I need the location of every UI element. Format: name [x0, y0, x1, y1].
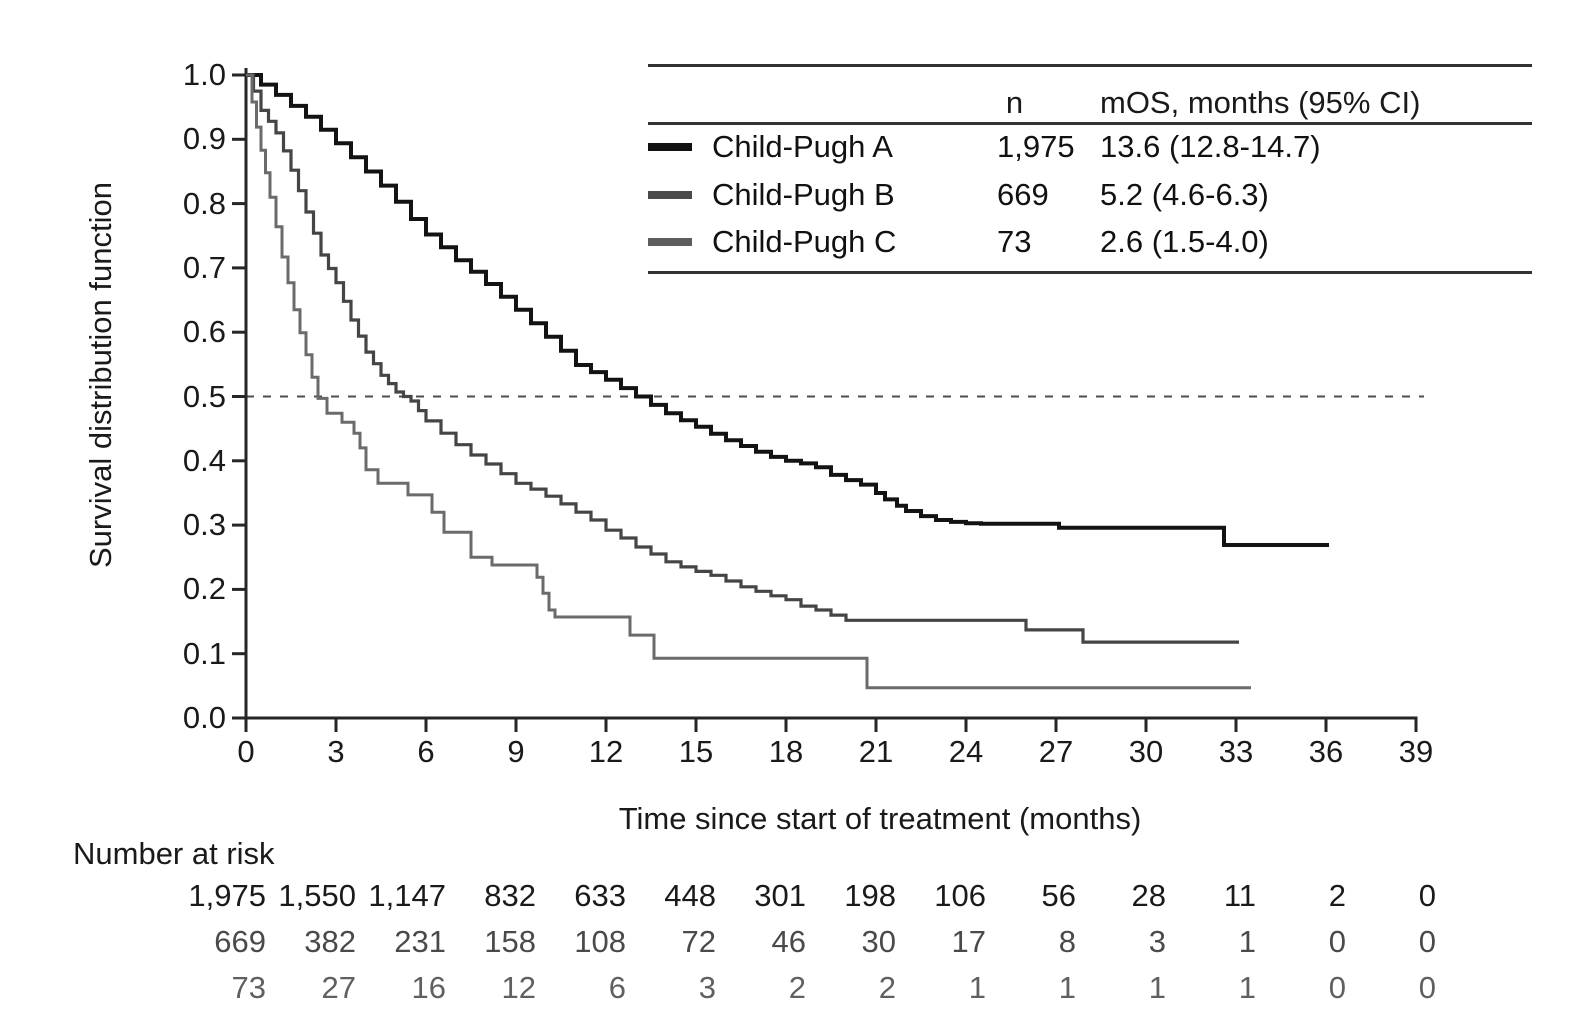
- risk-cell: 11: [1223, 878, 1256, 913]
- risk-cell: 1: [1148, 970, 1166, 1005]
- survival-curve-b: [246, 73, 1239, 644]
- x-tick-label: 24: [948, 734, 984, 769]
- risk-cell: 6: [608, 970, 626, 1005]
- legend-rule-header: [648, 122, 1532, 125]
- risk-cell: 2: [788, 970, 806, 1005]
- risk-cell: 17: [951, 924, 986, 959]
- legend-rule-top: [648, 64, 1532, 67]
- x-tick-label: 27: [1038, 734, 1074, 769]
- legend-label: Child-Pugh C: [712, 224, 897, 259]
- risk-cell: 73: [231, 970, 266, 1005]
- risk-cell: 2: [1328, 878, 1346, 913]
- y-tick-label: 0.7: [182, 249, 226, 285]
- risk-cell: 12: [501, 970, 536, 1005]
- y-tick-label: 0.8: [182, 185, 226, 221]
- risk-cell: 198: [844, 878, 896, 913]
- risk-cell: 1: [968, 970, 986, 1005]
- survival-curve-c: [246, 73, 1251, 690]
- x-tick-label: 6: [417, 734, 435, 769]
- risk-cell: 1,550: [278, 878, 356, 913]
- legend-swatch-a: [648, 143, 692, 151]
- legend-label: Child-Pugh A: [712, 129, 893, 164]
- risk-cell: 832: [484, 878, 536, 913]
- legend-rule-bottom: [648, 271, 1532, 274]
- legend-mos-value: 5.2 (4.6-6.3): [1100, 176, 1269, 212]
- risk-cell: 669: [214, 924, 266, 959]
- risk-cell: 0: [1418, 970, 1436, 1005]
- risk-cell: 448: [664, 878, 716, 913]
- legend-mos-value: 13.6 (12.8-14.7): [1100, 129, 1321, 164]
- risk-cell: 28: [1131, 878, 1166, 913]
- risk-cell: 158: [484, 924, 536, 959]
- x-tick-label: 21: [858, 734, 894, 769]
- risk-cell: 27: [321, 970, 356, 1005]
- risk-cell: 1,975: [188, 878, 266, 913]
- legend-swatch-c: [648, 238, 692, 246]
- risk-cell: 3: [698, 970, 716, 1005]
- risk-cell: 1,147: [368, 878, 446, 913]
- risk-cell: 0: [1418, 924, 1436, 959]
- legend-header-n: n: [1005, 85, 1024, 120]
- risk-cell: 2: [878, 970, 896, 1005]
- y-tick-label: 0.6: [182, 314, 226, 350]
- legend-label: Child-Pugh B: [712, 176, 895, 212]
- risk-cell: 72: [681, 924, 716, 959]
- x-tick-label: 33: [1218, 734, 1254, 769]
- risk-cell: 301: [754, 878, 806, 913]
- x-tick-label: 0: [237, 734, 255, 769]
- risk-cell: 633: [574, 878, 626, 913]
- x-tick-label: 9: [507, 734, 525, 769]
- x-axis-title: Time since start of treatment (months): [618, 801, 1142, 836]
- number-at-risk-title: Number at risk: [73, 836, 275, 871]
- y-tick-label: 0.1: [182, 635, 226, 671]
- risk-cell: 106: [934, 878, 986, 913]
- risk-cell: 1: [1058, 970, 1076, 1005]
- legend-n-value: 669: [997, 176, 1049, 212]
- risk-cell: 0: [1328, 970, 1346, 1005]
- risk-cell: 108: [574, 924, 626, 959]
- risk-cell: 56: [1041, 878, 1076, 913]
- y-tick-label: 0.9: [182, 121, 226, 157]
- risk-cell: 0: [1328, 924, 1346, 959]
- y-tick-label: 0.0: [182, 700, 226, 735]
- x-tick-label: 15: [678, 734, 714, 769]
- risk-cell: 3: [1148, 924, 1166, 959]
- x-tick-label: 39: [1398, 734, 1434, 769]
- legend-swatch-b: [648, 190, 692, 199]
- legend-n-value: 1,975: [997, 129, 1075, 164]
- y-tick-label: 0.3: [182, 507, 226, 543]
- risk-cell: 8: [1058, 924, 1076, 959]
- legend-mos-value: 2.6 (1.5-4.0): [1100, 224, 1269, 259]
- legend-header-mos: mOS, months (95% CI): [1100, 85, 1421, 120]
- survival-curve-a: [246, 73, 1329, 547]
- risk-cell: 382: [304, 924, 356, 959]
- x-tick-label: 12: [588, 734, 624, 769]
- x-tick-label: 18: [768, 734, 804, 769]
- y-axis-title: Survival distribution function: [83, 182, 118, 568]
- y-tick-label: 0.2: [182, 571, 226, 607]
- risk-cell: 1: [1238, 924, 1256, 959]
- risk-cell: 231: [394, 924, 446, 959]
- risk-cell: 1: [1238, 970, 1256, 1005]
- legend-n-value: 73: [997, 224, 1032, 259]
- risk-cell: 46: [771, 924, 806, 959]
- y-tick-label: 0.4: [182, 442, 226, 478]
- x-tick-label: 3: [327, 734, 345, 769]
- y-tick-label: 0.5: [182, 378, 226, 414]
- risk-cell: 30: [861, 924, 896, 959]
- x-tick-label: 30: [1128, 734, 1164, 769]
- y-tick-label: 1.0: [182, 57, 226, 92]
- x-tick-label: 36: [1308, 734, 1344, 769]
- risk-cell: 16: [411, 970, 446, 1005]
- risk-cell: 0: [1418, 878, 1436, 913]
